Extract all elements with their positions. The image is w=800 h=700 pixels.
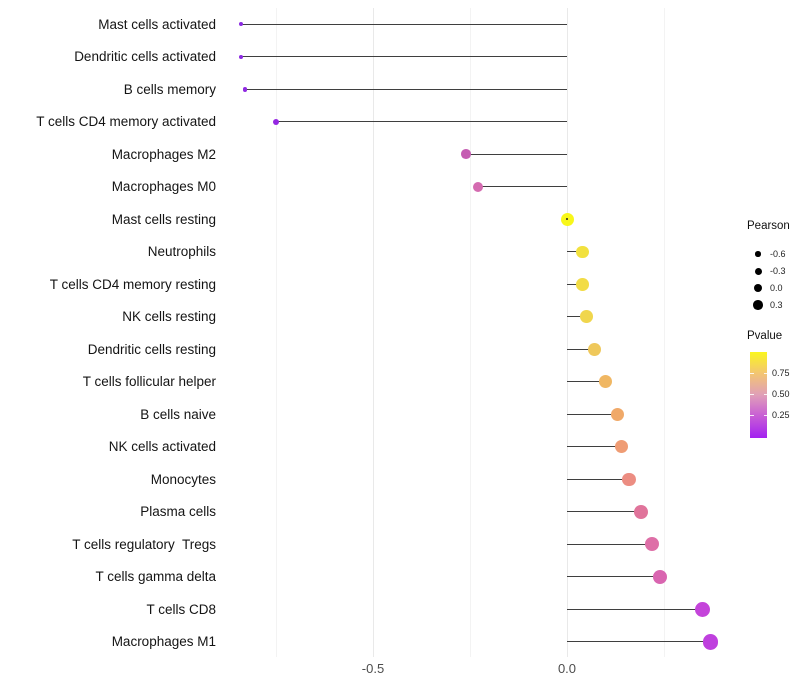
category-label: T cells regulatory Tregs <box>72 536 216 552</box>
lollipop-dot <box>614 440 628 454</box>
lollipop-dot <box>576 245 589 259</box>
category-label: NK cells resting <box>122 309 216 325</box>
legend-size-dot <box>753 300 763 310</box>
lollipop-dot <box>652 569 668 584</box>
lollipop-stem <box>567 608 703 610</box>
legend-size-label: 0.0 <box>770 283 783 293</box>
minor-gridline <box>275 8 277 657</box>
pvalue-colorbar <box>750 352 767 438</box>
category-label: Plasma cells <box>140 504 216 520</box>
category-label: T cells gamma delta <box>95 569 216 585</box>
legend-size-label: -0.3 <box>770 266 786 276</box>
category-label: Dendritic cells activated <box>74 49 216 65</box>
category-label: T cells CD8 <box>146 601 216 617</box>
lollipop-dot <box>461 149 471 160</box>
pvalue-tick-mark <box>750 372 754 374</box>
lollipop-stem <box>241 23 567 25</box>
pvalue-tick-mark <box>763 394 767 396</box>
pvalue-tick-mark <box>763 414 767 416</box>
lollipop-stem <box>241 56 567 58</box>
category-label: T cells CD4 memory activated <box>36 114 216 130</box>
category-label: B cells naive <box>140 406 216 422</box>
category-label: T cells CD4 memory resting <box>49 276 216 292</box>
legend-size-dot <box>754 267 762 275</box>
lollipop-dot <box>622 472 636 487</box>
lollipop-dot <box>702 634 719 650</box>
lollipop-stem <box>567 446 622 448</box>
lollipop-stem <box>567 576 661 578</box>
lollipop-dot <box>580 310 593 324</box>
legend-size-dot <box>755 251 761 257</box>
lollipop-dot <box>472 181 483 192</box>
lollipop-dot <box>695 601 711 617</box>
lollipop-stem <box>477 186 567 188</box>
category-label: B cells memory <box>123 81 216 97</box>
lollipop-stem <box>567 543 653 545</box>
category-label: Dendritic cells resting <box>87 341 216 357</box>
lollipop-stem <box>466 153 567 155</box>
lollipop-stem <box>244 88 567 90</box>
lollipop-stem <box>276 121 567 123</box>
legend-size-label: 0.3 <box>770 300 783 310</box>
size-legend-title: Pearson <box>747 220 790 232</box>
lollipop-dot <box>242 86 248 92</box>
pvalue-tick-label: 0.75 <box>772 367 790 378</box>
pvalue-tick-label: 0.50 <box>772 389 790 400</box>
category-label: Mast cells activated <box>98 16 216 32</box>
category-label: Macrophages M1 <box>111 634 216 650</box>
lollipop-dot <box>576 278 589 291</box>
lollipop-stem <box>567 381 606 383</box>
lollipop-dot <box>239 54 244 59</box>
lollipop-stem <box>567 413 618 415</box>
category-label: Macrophages M2 <box>111 146 216 162</box>
major-gridline <box>372 8 374 657</box>
lollipop-dot <box>610 407 625 421</box>
pvalue-tick-mark <box>763 372 767 374</box>
stem-end-pip <box>566 218 568 221</box>
lollipop-stem <box>567 478 630 480</box>
category-label: NK cells activated <box>108 439 216 455</box>
legend-size-label: -0.6 <box>770 249 786 259</box>
legend-size-dot <box>753 283 763 293</box>
x-tick-label: -0.5 <box>361 661 385 676</box>
lollipop-dot <box>272 118 280 126</box>
minor-gridline <box>469 8 471 657</box>
minor-gridline <box>663 8 665 657</box>
lollipop-stem <box>567 511 641 513</box>
lollipop-stem <box>567 641 711 643</box>
pvalue-tick-label: 0.25 <box>772 409 790 420</box>
category-label: Monocytes <box>150 471 216 487</box>
lollipop-stem <box>567 348 595 350</box>
lollipop-stem <box>567 283 583 285</box>
major-gridline <box>566 8 568 657</box>
lollipop-dot <box>633 504 648 519</box>
lollipop-stem <box>567 251 583 253</box>
category-label: Neutrophils <box>147 244 216 260</box>
pvalue-tick-mark <box>750 394 754 396</box>
lollipop-dot <box>587 342 601 356</box>
pvalue-tick-mark <box>750 414 754 416</box>
x-tick-label: 0.0 <box>557 661 577 676</box>
color-legend-title: Pvalue <box>747 330 783 342</box>
lollipop-dot <box>599 375 613 389</box>
category-label: Macrophages M0 <box>111 179 216 195</box>
lollipop-dot <box>645 537 660 552</box>
lollipop-stem <box>567 316 587 318</box>
category-label: T cells follicular helper <box>82 374 216 390</box>
category-label: Mast cells resting <box>111 211 216 227</box>
lollipop-dot <box>239 22 244 27</box>
